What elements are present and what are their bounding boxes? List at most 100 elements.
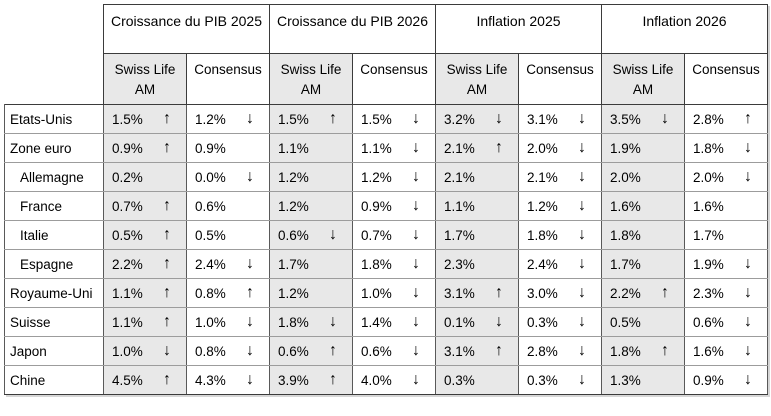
sub-header-swiss-life-am-2: Swiss Life AM [269,53,353,105]
forecast-cell: 0.9% ↓ [684,365,768,395]
cell-value: 1.5% [278,111,309,127]
cell-value: 1.4% [361,314,392,330]
table-row: Suisse 1.1% ↑ 1.0% ↓ 1.8% ↓ 1.4% ↓ 0.1% ↓ 0.3% ↓ 0.5%… [4,307,768,337]
forecast-cell: 1.5% ↓ [352,104,436,134]
cell-value: 0.7% [361,227,392,243]
cell-value: 3.5% [610,111,641,127]
cell-value: 1.1% [112,285,143,301]
up-arrow-icon: ↑ [744,110,752,127]
down-arrow-icon: ↓ [578,284,586,301]
cell-value: 1.8% [610,343,641,359]
table-row: Royaume-Uni 1.1% ↑ 0.8% ↑ 1.2% 1.0% ↓ 3.1% ↑ 3.0% ↓… [4,278,768,308]
forecast-cell: 0.6% ↓ [269,220,353,250]
up-arrow-icon: ↑ [163,110,171,127]
forecast-cell: 2.0% ↓ [684,162,768,192]
cell-value: 1.6% [610,198,641,214]
forecast-cell: 0.5% ↑ [103,220,187,250]
table-row: Espagne 2.2% ↑ 2.4% ↓ 1.7% 1.8% ↓ 2.3% 2.4% ↓ 1.7% 1… [4,249,768,279]
forecast-cell: 1.9% [601,133,685,163]
forecast-cell: 1.1% ↓ [352,133,436,163]
cell-value: 3.1% [444,285,475,301]
up-arrow-icon: ↑ [661,284,669,301]
cell-value: 1.0% [195,314,226,330]
forecast-cell: 3.1% ↑ [435,336,519,366]
cell-value: 0.5% [610,314,641,330]
forecast-cell: 1.0% ↓ [186,307,270,337]
table-body: Etats-Unis 1.5% ↑ 1.2% ↓ 1.5% ↑ 1.5% ↓ 3.2% ↓ 3.1% ↓… [4,104,768,395]
forecast-cell: 1.8% ↓ [269,307,353,337]
cell-value: 0.8% [195,285,226,301]
down-arrow-icon: ↓ [578,313,586,330]
forecast-cell: 0.6% ↑ [269,336,353,366]
forecast-cell: 1.7% [435,220,519,250]
cell-value: 1.7% [278,256,309,272]
down-arrow-icon: ↓ [661,110,669,127]
forecast-cell: 0.6% ↓ [352,336,436,366]
forecast-cell: 1.4% ↓ [352,307,436,337]
forecast-cell: 2.3% ↓ [684,278,768,308]
cell-value: 1.3% [610,372,641,388]
row-label: Chine [4,365,104,395]
down-arrow-icon: ↓ [163,342,171,359]
cell-value: 0.9% [195,140,226,156]
forecast-cell: 2.2% ↑ [103,249,187,279]
cell-value: 1.8% [361,256,392,272]
cell-value: 4.3% [195,372,226,388]
down-arrow-icon: ↓ [495,110,503,127]
cell-value: 0.6% [278,343,309,359]
sub-header-consensus-4: Consensus [684,53,768,105]
down-arrow-icon: ↓ [744,255,752,272]
forecast-cell: 0.6% ↓ [684,307,768,337]
down-arrow-icon: ↓ [578,168,586,185]
forecast-cell: 1.2% [269,162,353,192]
row-label: Italie [4,220,104,250]
forecast-cell: 4.5% ↑ [103,365,187,395]
down-arrow-icon: ↓ [578,139,586,156]
forecast-cell: 1.5% ↑ [269,104,353,134]
row-label: Suisse [4,307,104,337]
down-arrow-icon: ↓ [578,197,586,214]
forecast-cell: 0.3% ↓ [518,307,602,337]
forecast-cell: 1.8% ↓ [684,133,768,163]
cell-value: 1.5% [112,111,143,127]
forecast-cell: 4.0% ↓ [352,365,436,395]
group-header-2: Croissance du PIB 2026 [269,4,436,54]
up-arrow-icon: ↑ [661,342,669,359]
forecast-cell: 2.4% ↓ [186,249,270,279]
forecast-cell: 1.1% ↑ [103,307,187,337]
forecast-cell: 1.2% ↓ [186,104,270,134]
down-arrow-icon: ↓ [246,255,254,272]
forecast-cell: 2.1% [435,162,519,192]
forecast-cell: 0.0% ↓ [186,162,270,192]
cell-value: 1.2% [278,169,309,185]
down-arrow-icon: ↓ [329,313,337,330]
forecast-cell: 0.9% [186,133,270,163]
cell-value: 0.3% [527,314,558,330]
cell-value: 1.9% [610,140,641,156]
cell-value: 1.1% [361,140,392,156]
up-arrow-icon: ↑ [163,255,171,272]
cell-value: 3.9% [278,372,309,388]
cell-value: 0.6% [361,343,392,359]
cell-value: 2.8% [693,111,724,127]
forecast-cell: 3.2% ↓ [435,104,519,134]
down-arrow-icon: ↓ [412,197,420,214]
down-arrow-icon: ↓ [329,226,337,243]
forecast-cell: 2.8% ↓ [518,336,602,366]
down-arrow-icon: ↓ [578,226,586,243]
down-arrow-icon: ↓ [412,255,420,272]
down-arrow-icon: ↓ [246,313,254,330]
group-header-4: Inflation 2026 [601,4,768,54]
down-arrow-icon: ↓ [412,168,420,185]
forecast-cell: 0.9% ↑ [103,133,187,163]
forecast-cell: 1.2% ↓ [518,191,602,221]
down-arrow-icon: ↓ [578,255,586,272]
sub-header-consensus-1: Consensus [186,53,270,105]
cell-value: 1.0% [361,285,392,301]
down-arrow-icon: ↓ [578,371,586,388]
cell-value: 1.8% [610,227,641,243]
down-arrow-icon: ↓ [412,313,420,330]
sub-header-consensus-2: Consensus [352,53,436,105]
cell-value: 1.2% [195,111,226,127]
cell-value: 3.1% [527,111,558,127]
